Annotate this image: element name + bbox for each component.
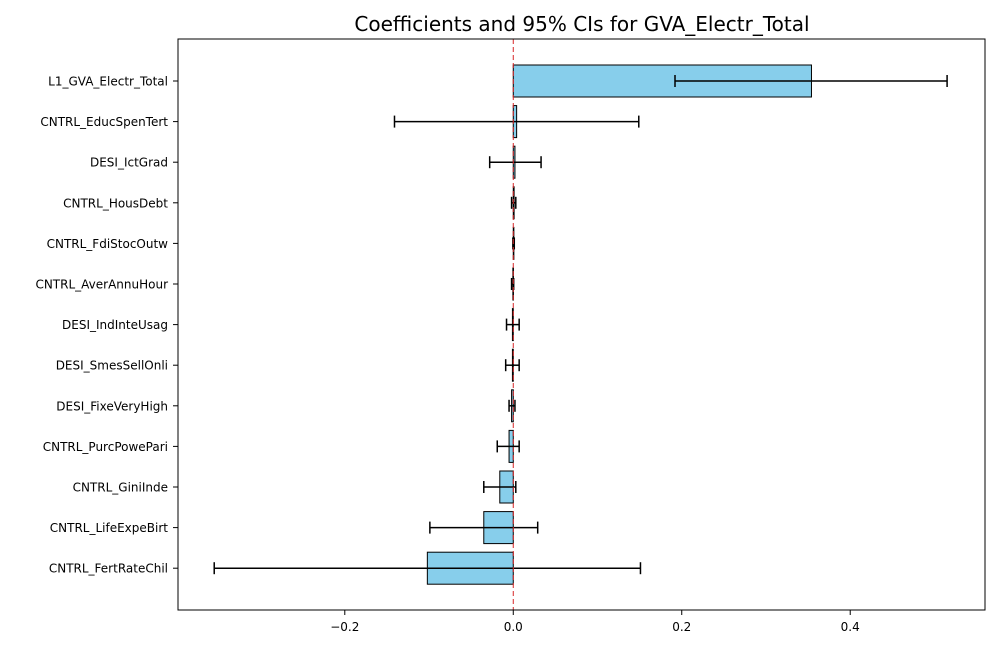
axes-layer: −0.2 0.0 0.2 0.4 L1_GVA_Electr_Total CNTRL_Ed… <box>35 38 986 634</box>
x-tick-label-3: 0.4 <box>841 620 860 634</box>
errorbar-0 <box>674 75 948 87</box>
y-tick-label-4: CNTRL_FdiStocOutw <box>47 237 169 251</box>
errorbar-8 <box>508 399 516 412</box>
chart-title: Coefficients and 95% CIs for GVA_Electr_… <box>354 12 809 36</box>
y-tick-label-0: L1_GVA_Electr_Total <box>48 75 168 89</box>
x-tick-label-0: −0.2 <box>330 620 359 634</box>
y-tick-label-2: DESI_IctGrad <box>90 156 168 170</box>
y-tick-label-11: CNTRL_LifeExpeBirt <box>50 521 169 535</box>
errorbars-layer <box>213 75 948 575</box>
errorbar-10 <box>483 481 517 493</box>
errorbar-9 <box>496 440 520 453</box>
errorbar-6 <box>505 318 520 331</box>
y-tick-label-9: CNTRL_PurcPowePari <box>43 440 168 454</box>
y-tick-label-8: DESI_FixeVeryHigh <box>56 399 168 413</box>
y-tick-label-3: CNTRL_HousDebt <box>63 196 168 210</box>
y-tick-label-12: CNTRL_FertRateChil <box>49 562 168 576</box>
plot-frame <box>177 38 986 611</box>
errorbar-2 <box>488 156 542 169</box>
errorbar-7 <box>504 359 520 372</box>
errorbar-1 <box>393 115 640 128</box>
y-tick-label-5: CNTRL_AverAnnuHour <box>35 278 168 292</box>
y-tick-label-6: DESI_IndInteUsag <box>62 318 168 332</box>
errorbar-12 <box>213 562 642 575</box>
errorbar-11 <box>429 521 539 534</box>
y-tick-label-7: DESI_SmesSellOnli <box>56 359 168 373</box>
y-tick-label-10: CNTRL_GiniInde <box>73 481 168 495</box>
y-tick-label-1: CNTRL_EducSpenTert <box>40 115 168 129</box>
bars-layer <box>426 64 812 585</box>
x-tick-label-1: 0.0 <box>504 620 523 634</box>
x-tick-label-2: 0.2 <box>672 620 691 634</box>
